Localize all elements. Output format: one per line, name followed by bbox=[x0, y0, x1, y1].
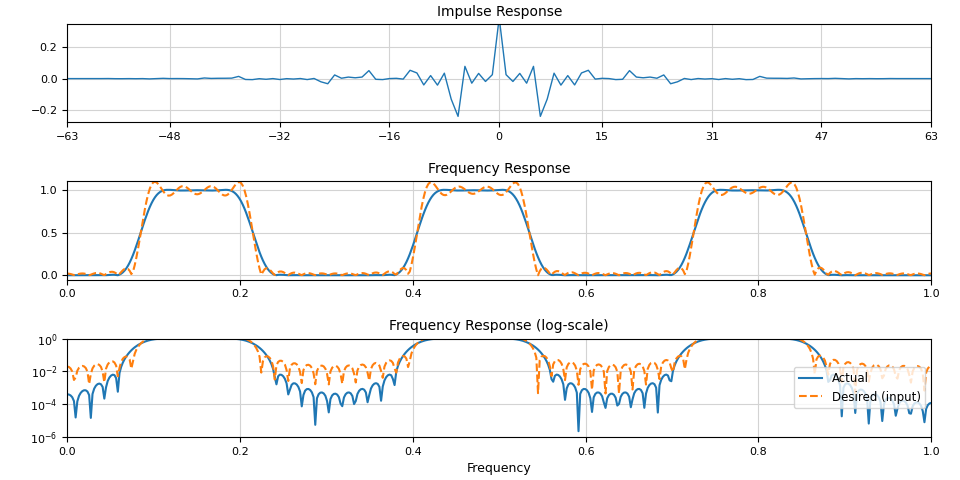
Title: Impulse Response: Impulse Response bbox=[437, 5, 562, 19]
Desired (input) bbox=[240, 336, 252, 342]
Desired (input) bbox=[919, 388, 930, 394]
Desired (input) bbox=[925, 363, 937, 369]
X-axis label: Frequency: Frequency bbox=[467, 462, 532, 475]
Desired (input) bbox=[149, 335, 160, 341]
Title: Frequency Response: Frequency Response bbox=[428, 162, 570, 176]
Actual bbox=[919, 420, 930, 425]
Desired (input) bbox=[77, 363, 88, 369]
Desired (input) bbox=[598, 369, 610, 374]
Desired (input) bbox=[178, 336, 189, 341]
Actual bbox=[600, 405, 612, 411]
Legend: Actual, Desired (input): Actual, Desired (input) bbox=[794, 367, 925, 408]
Actual bbox=[77, 388, 88, 394]
Actual bbox=[240, 338, 252, 344]
Actual bbox=[925, 400, 937, 406]
Desired (input) bbox=[61, 364, 73, 370]
Actual bbox=[162, 336, 174, 341]
Desired (input) bbox=[600, 391, 612, 396]
Line: Desired (input): Desired (input) bbox=[67, 338, 931, 394]
Desired (input) bbox=[220, 336, 231, 342]
Actual bbox=[61, 391, 73, 397]
Actual bbox=[220, 336, 231, 341]
Actual bbox=[573, 428, 585, 434]
Title: Frequency Response (log-scale): Frequency Response (log-scale) bbox=[390, 319, 609, 333]
Actual bbox=[178, 336, 189, 341]
Line: Actual: Actual bbox=[67, 338, 931, 431]
